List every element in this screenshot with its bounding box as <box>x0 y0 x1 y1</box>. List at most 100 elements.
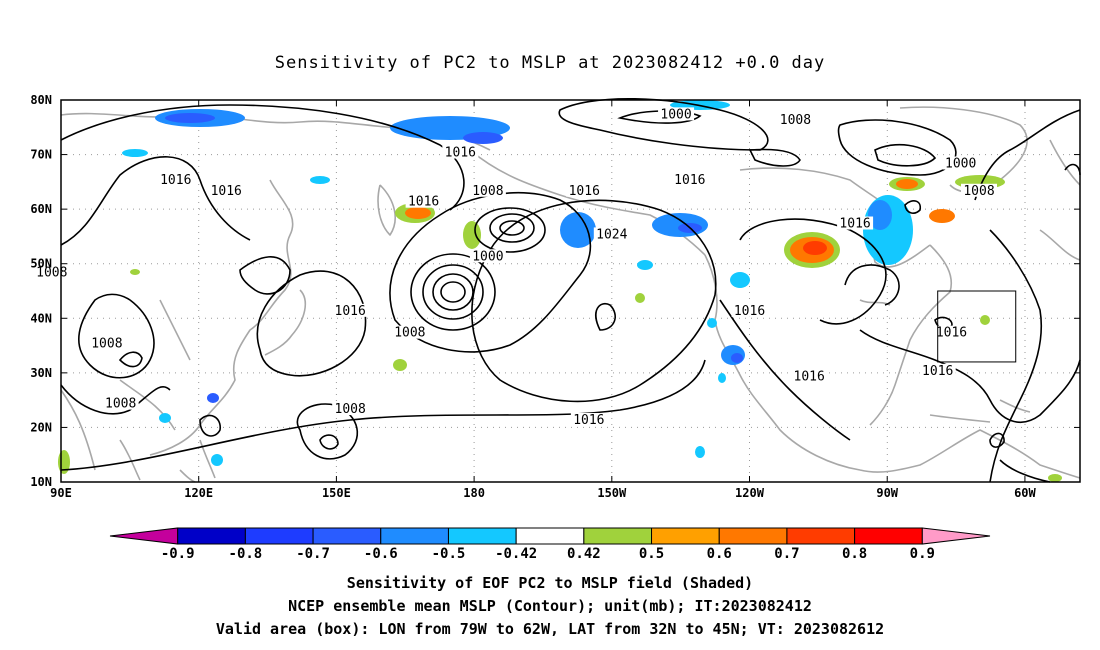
contour-label: 1016 <box>734 304 765 319</box>
contour-label-bg <box>942 156 979 170</box>
colorbar-label: -0.7 <box>296 546 330 562</box>
contour-label: 1016 <box>674 173 705 188</box>
colorbar-segment <box>312 527 382 545</box>
contour-label-bg <box>837 216 874 230</box>
contour-label-bg <box>593 227 630 241</box>
sensitivity-shading <box>58 100 1062 482</box>
contour-label: 1008 <box>963 184 994 199</box>
contour-label-bg <box>469 183 506 197</box>
contour-label: 1016 <box>335 304 366 319</box>
contour-label-bg <box>102 396 139 410</box>
caption-line-1: Sensitivity of EOF PC2 to MSLP field (Sh… <box>347 574 753 592</box>
lon-tick-label: 60W <box>1014 486 1036 500</box>
longitude-labels: 90E 120E 150E 180 150W 120W 90W 60W <box>50 486 1036 500</box>
contour-label-bg <box>791 369 828 383</box>
colorbar-segment <box>786 527 856 545</box>
contour-label-bg <box>332 402 369 416</box>
colorbar-segment <box>718 527 788 545</box>
axis-ticks <box>60 99 1080 483</box>
contour-label: 1016 <box>573 413 604 428</box>
contour-label: 1008 <box>394 326 425 341</box>
colorbar-label: -0.5 <box>432 546 466 562</box>
contour-label: 1016 <box>839 217 870 232</box>
colorbar-label: 0.8 <box>842 546 867 562</box>
contour-label-bg <box>570 412 607 426</box>
contour-label-bg <box>391 325 428 339</box>
contour-label-bg <box>919 363 956 377</box>
contour-label-bg <box>157 172 194 186</box>
contour-label: 1008 <box>36 266 67 281</box>
lon-tick-label: 90E <box>50 486 72 500</box>
lat-tick-label: 20N <box>30 420 52 434</box>
contour-label: 1000 <box>660 107 691 122</box>
contour-label: 1008 <box>472 184 503 199</box>
colorbar-end-high <box>921 527 991 545</box>
mslp-contours <box>60 98 1081 483</box>
lat-tick-label: 40N <box>30 311 52 325</box>
lat-tick-label: 10N <box>30 475 52 489</box>
colorbar-label: -0.6 <box>364 546 398 562</box>
colorbar-label: -0.42 <box>495 546 537 562</box>
contour-label: 1008 <box>335 402 366 417</box>
colorbar-segment <box>515 527 585 545</box>
lat-tick-label: 50N <box>30 257 52 271</box>
contour-label: 1016 <box>569 184 600 199</box>
colorbar-label: 0.9 <box>910 546 935 562</box>
plot-border <box>60 99 1081 483</box>
contour-label-bg <box>469 249 506 263</box>
contour-label: 1024 <box>596 227 627 242</box>
contour-label: 1000 <box>945 156 976 171</box>
contour-label: 1016 <box>408 195 439 210</box>
lon-tick-label: 120W <box>735 486 765 500</box>
graticule <box>61 100 1080 482</box>
colorbar-label: 0.5 <box>639 546 664 562</box>
contour-label-bg <box>566 183 603 197</box>
contour-label: 1008 <box>91 337 122 352</box>
contour-label-bg <box>658 107 695 121</box>
caption-line-2: NCEP ensemble mean MSLP (Contour); unit(… <box>288 597 812 615</box>
plot-area: 1000 1008 1000 1008 1016 1016 1016 1016 1008 1016… <box>33 98 1081 483</box>
contour-label-bg <box>731 303 768 317</box>
latitude-labels: 80N 70N 60N 50N 40N 30N 20N 10N <box>30 93 52 489</box>
contour-label-bg <box>933 325 970 339</box>
contour-label-bg <box>961 183 998 197</box>
lat-tick-label: 70N <box>30 148 52 162</box>
contour-label: 1008 <box>105 397 136 412</box>
colorbar-labels: -0.9 -0.8 -0.7 -0.6 -0.5 -0.42 0.42 0.5 0.6 0.7 0.… <box>161 546 935 562</box>
colorbar-label: -0.9 <box>161 546 195 562</box>
plot-frame <box>61 100 1080 482</box>
colorbar-label: 0.42 <box>567 546 601 562</box>
lon-tick-label: 90W <box>876 486 898 500</box>
contour-label: 1016 <box>794 369 825 384</box>
contour-label-bg <box>671 172 708 186</box>
lon-tick-label: 120E <box>184 486 213 500</box>
lat-tick-label: 30N <box>30 366 52 380</box>
contour-label-bg <box>332 303 369 317</box>
colorbar-segment <box>447 527 517 545</box>
map-title: Sensitivity of PC2 to MSLP at 2023082412… <box>275 53 826 73</box>
contour-label: 1000 <box>472 249 503 264</box>
colorbar-segment <box>854 527 923 545</box>
lon-tick-label: 150W <box>597 486 627 500</box>
lat-tick-label: 60N <box>30 202 52 216</box>
colorbar-segment <box>583 527 653 545</box>
contour-label: 1016 <box>211 184 242 199</box>
lon-tick-label: 180 <box>463 486 485 500</box>
colorbar-label: 0.6 <box>707 546 732 562</box>
colorbar-end-low <box>109 527 179 545</box>
contour-label-bg <box>88 336 125 350</box>
colorbar-label: -0.8 <box>229 546 263 562</box>
contour-label: 1016 <box>936 326 967 341</box>
colorbar-label: 0.7 <box>774 546 799 562</box>
colorbar <box>109 527 991 545</box>
lat-tick-label: 80N <box>30 93 52 107</box>
contour-label: 1016 <box>922 364 953 379</box>
contour-label-bg <box>777 112 814 126</box>
valid-area-box <box>937 290 1017 363</box>
contour-label-bg <box>208 183 245 197</box>
contour-label: 1016 <box>160 173 191 188</box>
colorbar-segment <box>244 527 314 545</box>
contour-label: 1008 <box>780 113 811 128</box>
lon-tick-label: 150E <box>322 486 351 500</box>
